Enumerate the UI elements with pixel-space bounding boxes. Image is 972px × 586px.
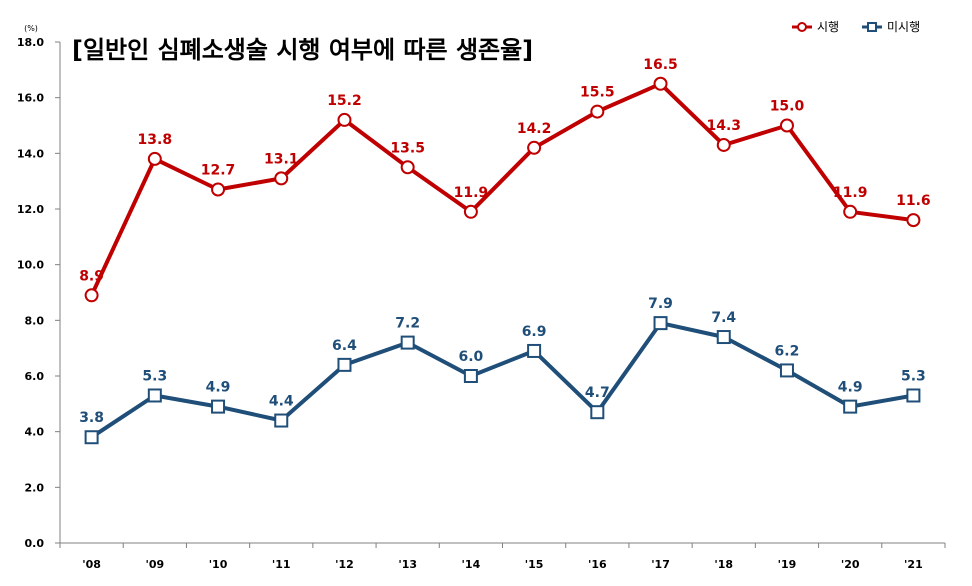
y-tick-label: 4.0 — [25, 426, 45, 439]
data-point — [590, 104, 605, 119]
data-point — [527, 140, 542, 155]
data-label: 12.7 — [201, 163, 236, 179]
data-label: 4.9 — [206, 380, 231, 396]
data-label: 6.9 — [522, 324, 547, 340]
data-point — [843, 204, 858, 219]
data-label: 15.5 — [580, 85, 615, 101]
y-tick-label: 16.0 — [17, 92, 44, 105]
y-tick-label: 8.0 — [25, 314, 45, 327]
data-label: 7.9 — [648, 296, 673, 312]
data-point — [906, 388, 921, 403]
data-label: 13.5 — [390, 140, 425, 156]
data-point — [716, 330, 731, 345]
data-point — [84, 430, 99, 445]
data-label: 3.8 — [79, 410, 104, 426]
data-point — [400, 335, 415, 350]
axes — [59, 42, 945, 544]
x-tick-label: '13 — [398, 558, 417, 571]
data-point — [779, 363, 794, 378]
x-tick-label: '20 — [841, 558, 860, 571]
x-tick-label: '21 — [904, 558, 923, 571]
x-tick-label: '17 — [651, 558, 670, 571]
legend-item-series-1: 시행 — [792, 19, 839, 34]
y-tick-label: 10.0 — [17, 259, 44, 272]
y-tick-label: 2.0 — [25, 481, 45, 494]
data-label: 14.3 — [706, 118, 741, 134]
data-label: 15.2 — [327, 93, 362, 109]
y-axis-unit-label: (%) — [24, 24, 38, 33]
y-tick-label: 14.0 — [17, 147, 44, 160]
data-point — [211, 182, 226, 197]
data-point — [274, 413, 289, 428]
data-label: 4.9 — [838, 380, 863, 396]
data-point — [527, 343, 542, 358]
data-point — [147, 388, 162, 403]
data-point — [337, 357, 352, 372]
data-point — [84, 288, 99, 303]
data-label: 14.2 — [517, 121, 552, 137]
y-tick-label: 0.0 — [25, 537, 45, 550]
data-point — [653, 316, 668, 331]
legend: 시행 미시행 — [792, 19, 920, 34]
series-line-1 — [89, 81, 914, 297]
data-point — [590, 405, 605, 420]
x-tick-label: '11 — [272, 558, 291, 571]
data-point — [211, 399, 226, 414]
data-label: 7.4 — [711, 310, 736, 326]
legend-label: 시행 — [817, 19, 839, 34]
data-label: 4.4 — [269, 394, 294, 410]
y-axis-ticks: 0.0 2.0 4.0 6.0 8.0 10.0 12.0 14.0 16.0 18.0 — [17, 36, 60, 550]
legend-swatch-circle-marker — [797, 22, 807, 32]
data-point — [274, 171, 289, 186]
data-label: 4.7 — [585, 385, 610, 401]
chart-title: [일반인 심폐소생술 시행 여부에 따른 생존율] — [72, 36, 533, 64]
data-point — [779, 118, 794, 133]
data-point — [147, 151, 162, 166]
x-tick-label: '14 — [462, 558, 481, 571]
x-tick-label: '09 — [145, 558, 164, 571]
x-tick-label: '12 — [335, 558, 354, 571]
data-label: 13.1 — [264, 151, 299, 167]
x-tick-label: '08 — [82, 558, 101, 571]
data-label: 15.0 — [770, 99, 805, 115]
data-label: 13.8 — [138, 132, 173, 148]
data-point — [400, 160, 415, 175]
x-tick-label: '19 — [778, 558, 797, 571]
x-axis-ticks: '08 '09 '10 '11 '12 '13 '14 '15 '16 '17 '18 '19 '20 '… — [59, 543, 946, 571]
data-point — [337, 112, 352, 127]
data-point — [716, 137, 731, 152]
data-point — [463, 369, 478, 383]
legend-swatch-square-marker — [867, 22, 877, 32]
data-point — [653, 76, 668, 91]
data-label: 8.9 — [79, 268, 104, 284]
series-layer — [84, 76, 921, 445]
legend-label: 미시행 — [887, 19, 920, 34]
data-label: 6.2 — [775, 343, 800, 359]
data-label: 16.5 — [643, 57, 678, 73]
data-label: 7.2 — [395, 316, 420, 332]
y-tick-label: 18.0 — [17, 36, 44, 49]
data-label: 11.9 — [833, 185, 868, 201]
data-label: 5.3 — [901, 368, 926, 384]
data-point — [843, 399, 858, 414]
y-tick-label: 12.0 — [17, 203, 44, 216]
data-label: 11.6 — [896, 193, 931, 209]
data-point — [906, 213, 921, 228]
data-label: 11.9 — [454, 185, 489, 201]
data-label: 6.4 — [332, 338, 357, 354]
x-tick-label: '10 — [209, 558, 228, 571]
legend-item-series-2: 미시행 — [862, 19, 920, 34]
series-line-2 — [90, 321, 914, 439]
data-label: 6.0 — [458, 349, 483, 365]
data-labels: 8.9 13.8 12.7 13.1 15.2 13.5 11.9 14.2 15.5 16.5 1… — [79, 57, 930, 426]
data-point — [463, 204, 478, 219]
y-tick-label: 6.0 — [25, 370, 45, 383]
x-tick-label: '15 — [525, 558, 544, 571]
x-tick-label: '18 — [714, 558, 733, 571]
data-label: 5.3 — [142, 368, 167, 384]
x-tick-label: '16 — [588, 558, 607, 571]
